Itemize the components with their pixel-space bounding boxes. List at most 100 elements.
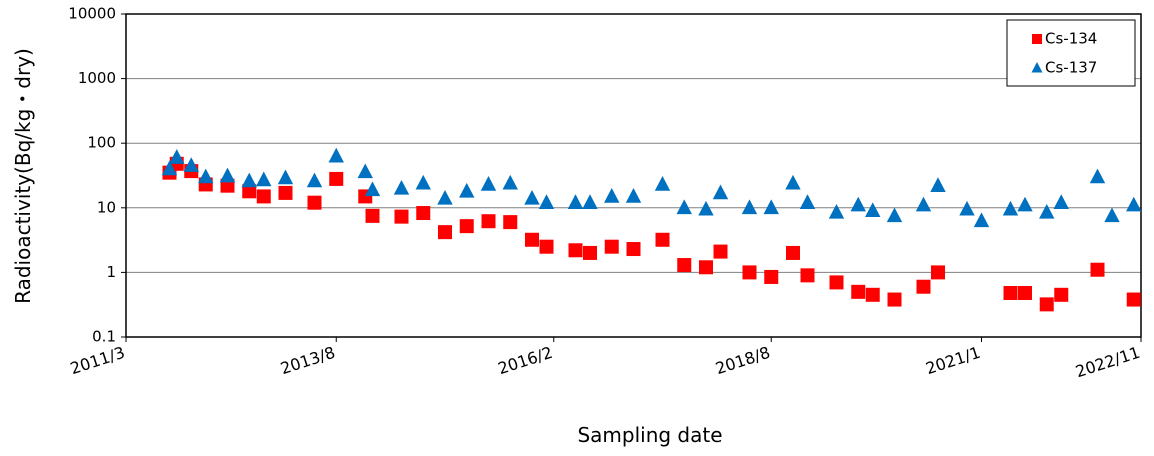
marker [677,258,692,273]
y-tick-label: 10000 [68,5,116,23]
marker [699,260,713,275]
marker [169,149,185,164]
y-tick-label: 1000 [78,69,116,87]
marker [416,206,431,221]
marker [393,179,410,195]
marker [916,279,931,294]
marker [828,203,845,219]
marker [394,209,409,224]
marker [886,207,903,223]
marker [850,196,866,212]
plot-area [126,14,1141,337]
marker [481,214,496,229]
marker [604,188,620,203]
marker [183,157,199,172]
y-tick-label: 0.1 [92,328,116,346]
marker [1017,196,1033,212]
plot-border [125,13,1142,338]
marker [242,184,257,199]
marker [741,199,758,215]
marker [959,200,975,216]
marker [930,177,946,192]
marker [437,189,453,205]
marker [459,219,474,234]
marker [931,265,945,280]
marker [198,168,214,184]
x-tick-label: 2011/3 [68,343,127,378]
marker [538,194,555,209]
marker [915,196,932,212]
marker [1003,285,1018,300]
legend-box [1006,19,1136,87]
marker [582,194,598,209]
marker [307,195,322,210]
marker [1039,297,1054,312]
marker [1090,262,1105,277]
marker [712,184,729,200]
marker [851,284,866,299]
marker [865,202,881,218]
marker [713,244,728,259]
marker [1104,207,1120,223]
x-axis-title: Sampling date [577,423,722,447]
marker [604,239,619,254]
marker [480,176,497,191]
marker [655,232,670,247]
marker [415,174,431,190]
y-tick-label: 1 [106,263,116,281]
marker [241,172,257,188]
marker [357,163,373,179]
marker [785,174,801,190]
marker [764,269,779,284]
marker [278,185,293,200]
marker [829,275,844,290]
marker [763,199,779,215]
marker [364,181,381,197]
marker [438,225,452,240]
marker [1126,292,1141,307]
marker [329,171,344,186]
legend-marker [1032,34,1042,44]
x-tick-label: 2021/1 [923,343,982,378]
marker [800,268,815,283]
marker [568,243,583,258]
y-tick-label: 10 [97,198,116,216]
marker [626,242,641,257]
marker [539,239,554,254]
marker [698,200,714,216]
marker [306,172,323,188]
legend-marker [1031,62,1043,73]
marker [676,199,692,215]
marker [328,147,344,163]
marker [1039,203,1055,219]
marker [365,208,380,223]
marker [567,194,584,209]
x-tick-label: 2018/8 [713,343,772,378]
marker [503,215,518,230]
marker [525,232,539,247]
marker [799,194,816,209]
marker [256,189,271,204]
x-tick-label: 2022/11 [1073,343,1142,382]
marker [256,171,272,187]
x-tick-label: 2013/8 [278,343,337,378]
x-tick-label: 2016/2 [496,343,555,378]
marker [524,189,540,205]
marker [742,265,757,280]
marker [459,182,475,198]
marker [1054,287,1069,302]
marker [887,292,902,307]
marker [277,169,294,185]
y-axis-title: Radioactivity(Bq/kg・dry) [11,48,35,304]
marker [654,176,671,191]
marker [1018,285,1032,300]
marker [1053,194,1069,209]
legend-label: Cs-134 [1045,30,1097,48]
y-tick-label: 100 [87,134,116,152]
marker [502,174,518,190]
marker [865,287,880,302]
marker [583,245,597,260]
marker [1002,200,1019,216]
legend-label: Cs-137 [1045,59,1097,77]
